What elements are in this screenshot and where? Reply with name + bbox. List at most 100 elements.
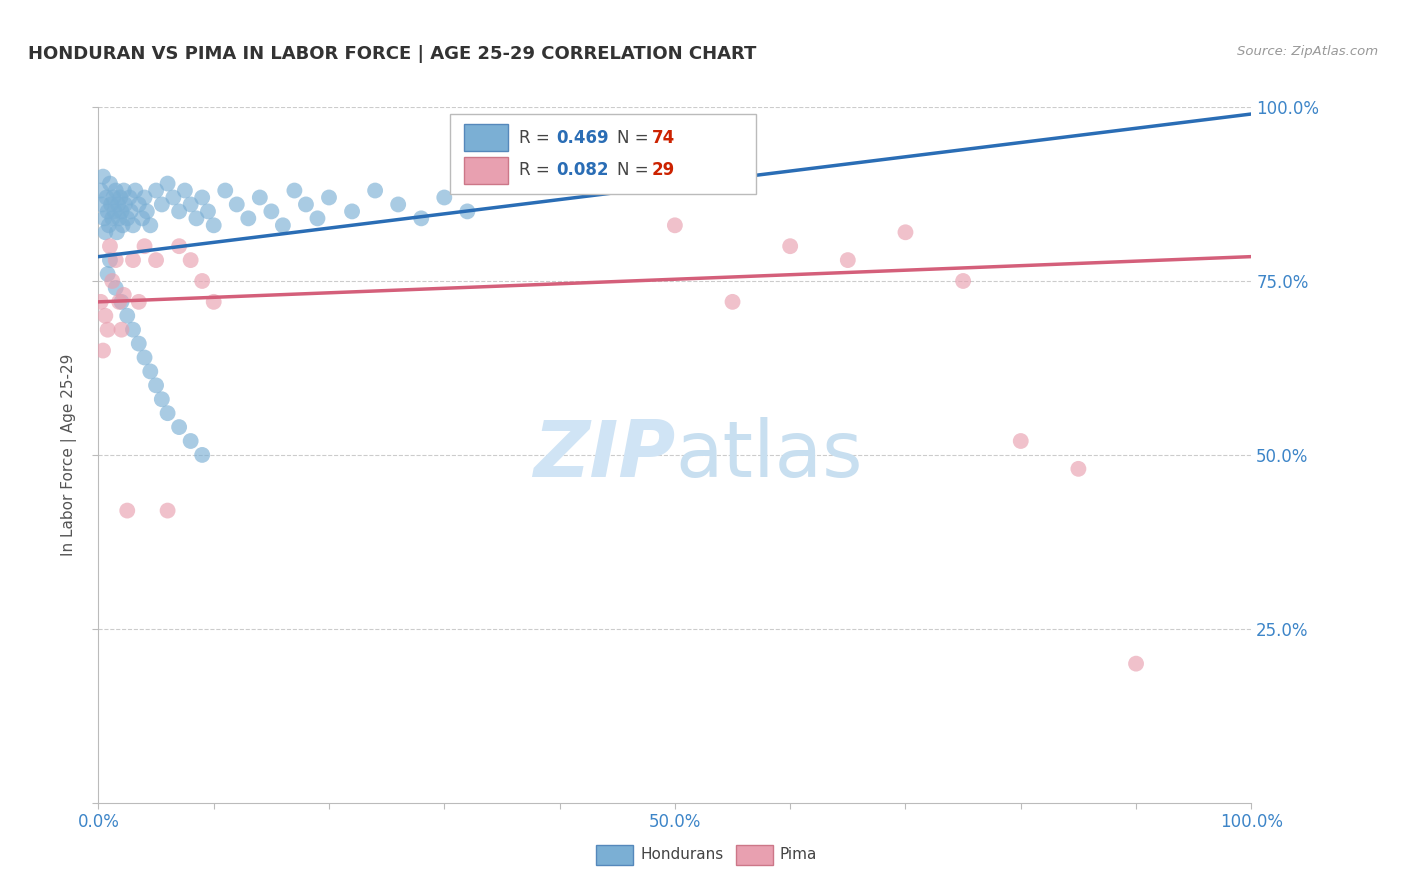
Point: [779, 239, 801, 253]
Point: [117, 503, 139, 517]
Point: [202, 294, 225, 309]
Point: [260, 204, 283, 219]
Point: [318, 190, 340, 204]
Point: [894, 225, 917, 239]
Text: Source: ZipAtlas.com: Source: ZipAtlas.com: [1237, 45, 1378, 58]
Point: [145, 253, 167, 268]
Point: [105, 225, 128, 239]
Point: [1125, 657, 1147, 671]
Point: [307, 211, 329, 226]
Point: [364, 184, 387, 198]
Point: [456, 204, 478, 219]
Point: [721, 294, 744, 309]
Point: [180, 434, 202, 448]
Text: Pima: Pima: [780, 847, 817, 862]
Point: [214, 184, 236, 198]
Point: [98, 253, 121, 268]
Point: [94, 225, 117, 239]
Point: [167, 239, 190, 253]
Point: [134, 190, 156, 204]
Point: [1010, 434, 1032, 448]
Point: [191, 274, 214, 288]
Point: [117, 211, 139, 226]
Point: [952, 274, 974, 288]
Point: [90, 197, 112, 211]
Point: [131, 211, 153, 226]
Point: [180, 197, 202, 211]
Text: atlas: atlas: [675, 417, 862, 493]
Point: [96, 190, 118, 204]
Point: [150, 197, 173, 211]
Y-axis label: In Labor Force | Age 25-29: In Labor Force | Age 25-29: [60, 354, 77, 556]
Point: [135, 204, 157, 219]
Point: [110, 204, 132, 219]
Point: [156, 406, 179, 420]
FancyBboxPatch shape: [596, 845, 633, 865]
Point: [103, 190, 125, 204]
Point: [101, 211, 124, 226]
Point: [139, 364, 162, 378]
Point: [433, 190, 456, 204]
Text: N =: N =: [617, 128, 654, 146]
Point: [108, 211, 131, 226]
Point: [180, 253, 202, 268]
Point: [156, 177, 179, 191]
Point: [167, 420, 190, 434]
Point: [91, 169, 114, 184]
Point: [98, 239, 121, 253]
Text: R =: R =: [519, 161, 555, 179]
Point: [118, 190, 141, 204]
Point: [98, 177, 121, 191]
Point: [197, 204, 219, 219]
Point: [90, 184, 112, 198]
Text: 29: 29: [652, 161, 675, 179]
Point: [162, 190, 184, 204]
Text: 0.082: 0.082: [557, 161, 609, 179]
Point: [295, 197, 318, 211]
Point: [100, 197, 122, 211]
Point: [150, 392, 173, 407]
Point: [145, 378, 167, 392]
Point: [249, 190, 271, 204]
Point: [128, 197, 150, 211]
Point: [104, 281, 127, 295]
Point: [411, 211, 433, 226]
Text: ZIP: ZIP: [533, 417, 675, 493]
Point: [104, 253, 127, 268]
Point: [174, 184, 197, 198]
Point: [156, 503, 179, 517]
Point: [114, 197, 136, 211]
Point: [122, 253, 145, 268]
FancyBboxPatch shape: [464, 124, 508, 151]
Point: [134, 239, 156, 253]
Point: [128, 294, 150, 309]
Point: [110, 323, 132, 337]
Point: [139, 219, 162, 233]
Point: [97, 267, 120, 281]
Point: [107, 197, 129, 211]
Point: [202, 219, 225, 233]
Text: N =: N =: [617, 161, 654, 179]
Point: [387, 197, 409, 211]
Point: [117, 309, 139, 323]
Point: [124, 184, 146, 198]
Point: [238, 211, 260, 226]
Text: HONDURAN VS PIMA IN LABOR FORCE | AGE 25-29 CORRELATION CHART: HONDURAN VS PIMA IN LABOR FORCE | AGE 25…: [28, 45, 756, 62]
Point: [90, 294, 112, 309]
Point: [111, 219, 134, 233]
Point: [134, 351, 156, 365]
Point: [97, 323, 120, 337]
Point: [97, 219, 120, 233]
Point: [108, 294, 131, 309]
Point: [91, 343, 114, 358]
Point: [110, 190, 132, 204]
Point: [93, 211, 115, 226]
Point: [97, 204, 120, 219]
Point: [101, 274, 124, 288]
Point: [122, 323, 145, 337]
FancyBboxPatch shape: [450, 114, 755, 194]
Point: [112, 184, 135, 198]
Point: [112, 288, 135, 302]
Text: Hondurans: Hondurans: [640, 847, 724, 862]
Point: [664, 219, 686, 233]
